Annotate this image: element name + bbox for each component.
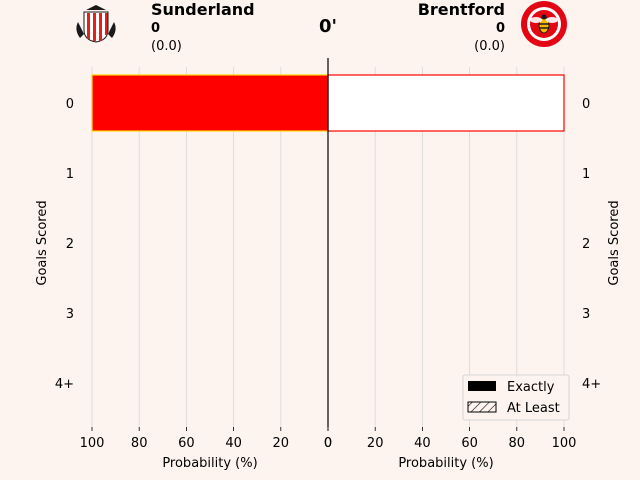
home-x-tick-label: 40 [225,436,242,451]
away-y-tick-label: 1 [582,167,590,182]
away-x-tick-label: 60 [461,436,478,451]
home-y-tick-label: 1 [66,167,74,182]
away-x-tick-label: 40 [414,436,431,451]
legend-at-least-label: At Least [507,401,560,416]
home-y-axis-label: Goals Scored [35,200,50,285]
home-y-tick-label: 2 [66,237,74,252]
away-xg: (0.0) [474,39,505,54]
home-x-tick-label: 0 [324,436,332,451]
legend-exactly-swatch [468,381,496,391]
away-x-tick-label: 20 [367,436,384,451]
away-x-tick-label: 80 [509,436,526,451]
away-team-name: Brentford [418,0,505,19]
home-y-tick-label: 0 [66,97,74,112]
away-x-tick-label: 100 [552,436,577,451]
home-x-tick-label: 100 [80,436,105,451]
away-score: 0 [496,21,505,36]
away-y-axis-label: Goals Scored [607,200,622,285]
home-team-name: Sunderland [151,0,255,19]
home-score: 0 [151,21,160,36]
home-x-axis-label: Probability (%) [162,456,257,471]
sunderland-crest-icon [76,5,116,43]
away-x-tick-label: 0 [324,436,332,451]
home-y-tick-label: 3 [66,307,74,322]
away-y-tick-label: 0 [582,97,590,112]
home-y-tick-label: 4+ [55,377,74,392]
away-y-tick-label: 3 [582,307,590,322]
away-x-axis-label: Probability (%) [398,456,493,471]
match-minute: 0' [319,16,337,37]
home-bar-0 [91,74,329,132]
brentford-bee-crest-icon [521,1,567,47]
home-xg: (0.0) [151,39,182,54]
away-y-tick-label: 2 [582,237,590,252]
legend-exactly-label: Exactly [507,380,555,395]
legend: Exactly At Least [462,374,570,421]
away-bar-0 [327,74,565,132]
away-y-tick-label: 4+ [582,377,601,392]
legend-at-least-swatch [467,401,497,413]
home-x-tick-label: 60 [178,436,195,451]
home-x-tick-label: 20 [273,436,290,451]
home-x-tick-label: 80 [131,436,148,451]
